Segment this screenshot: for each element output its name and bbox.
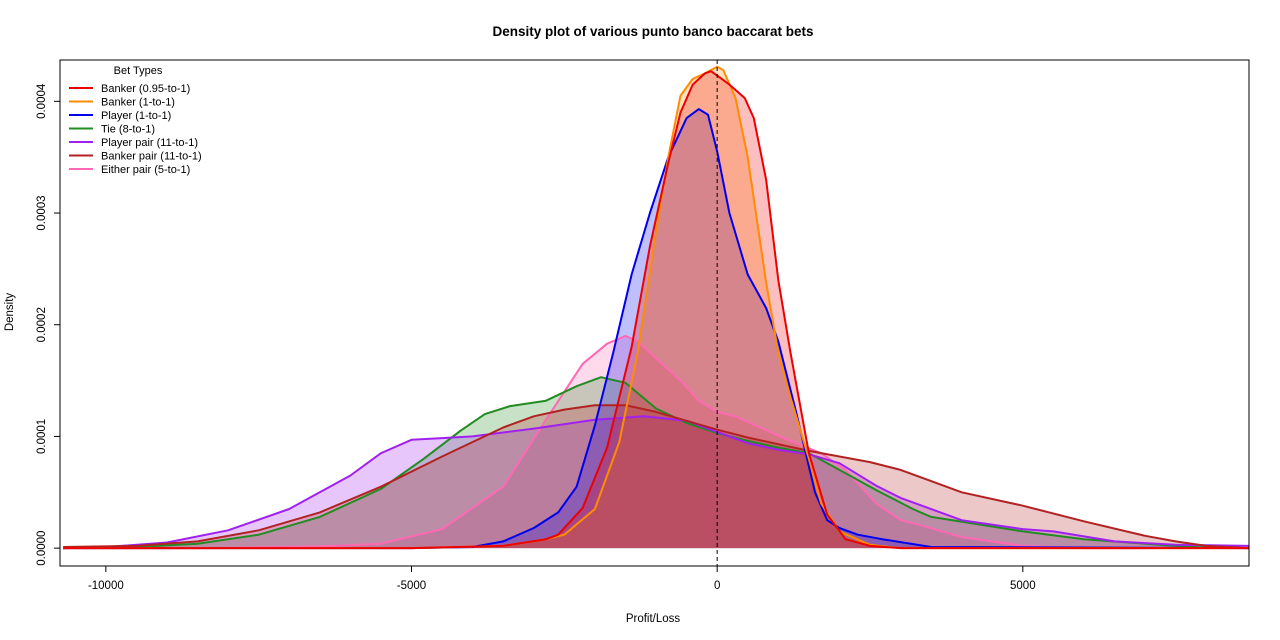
line-tie-8-to-1 xyxy=(63,376,1249,550)
area-banker-pair-11-to-1 xyxy=(63,405,1249,549)
area-banker-0-95-to-1 xyxy=(63,71,1249,549)
legend-entry: Banker (0.95-to-1) xyxy=(101,83,190,95)
area-either-pair-5-to-1 xyxy=(63,335,1146,549)
area-player-1-to-1 xyxy=(63,109,1249,549)
plot-frame xyxy=(59,59,1250,567)
x-tick-label: 0 xyxy=(714,580,720,592)
density-areas xyxy=(63,66,1249,549)
legend-entry: Banker pair (11-to-1) xyxy=(101,151,202,163)
legend: Bet Types Banker (0.95-to-1) Banker (1-to… xyxy=(69,65,202,176)
line-banker-pair-11-to-1 xyxy=(63,404,1249,550)
y-tick-label: 0.0003 xyxy=(36,195,48,230)
y-tick-label: 0.0000 xyxy=(36,531,48,566)
legend-entry: Player (1-to-1) xyxy=(101,110,171,122)
x-tick-label: 5000 xyxy=(1010,580,1036,592)
y-tick-label: 0.0002 xyxy=(36,307,48,342)
x-axis: -10000 -5000 0 5000 xyxy=(88,566,1036,592)
legend-entry: Tie (8-to-1) xyxy=(101,124,155,136)
legend-entry: Either pair (5-to-1) xyxy=(101,164,190,176)
x-tick-label: -10000 xyxy=(88,580,124,592)
y-tick-label: 0.0001 xyxy=(36,419,48,454)
y-axis: 0.0000 0.0001 0.0002 0.0003 0.0004 xyxy=(36,83,60,566)
legend-title: Bet Types xyxy=(114,65,163,77)
x-axis-label: Profit/Loss xyxy=(626,613,681,625)
area-tie-8-to-1 xyxy=(63,377,1249,549)
y-tick-label: 0.0004 xyxy=(36,83,48,119)
y-axis-label: Density xyxy=(4,293,16,332)
chart-title: Density plot of various punto banco bacc… xyxy=(492,24,813,39)
line-banker-1-to-1 xyxy=(63,65,1249,550)
legend-entry: Player pair (11-to-1) xyxy=(101,137,198,149)
line-banker-0-95-to-1 xyxy=(63,70,1249,550)
area-player-pair-11-to-1 xyxy=(63,416,1249,549)
x-tick-label: -5000 xyxy=(397,580,426,592)
density-lines xyxy=(63,65,1249,550)
legend-entry: Banker (1-to-1) xyxy=(101,97,175,109)
line-either-pair-5-to-1 xyxy=(63,334,1146,550)
area-banker-1-to-1 xyxy=(63,66,1249,549)
